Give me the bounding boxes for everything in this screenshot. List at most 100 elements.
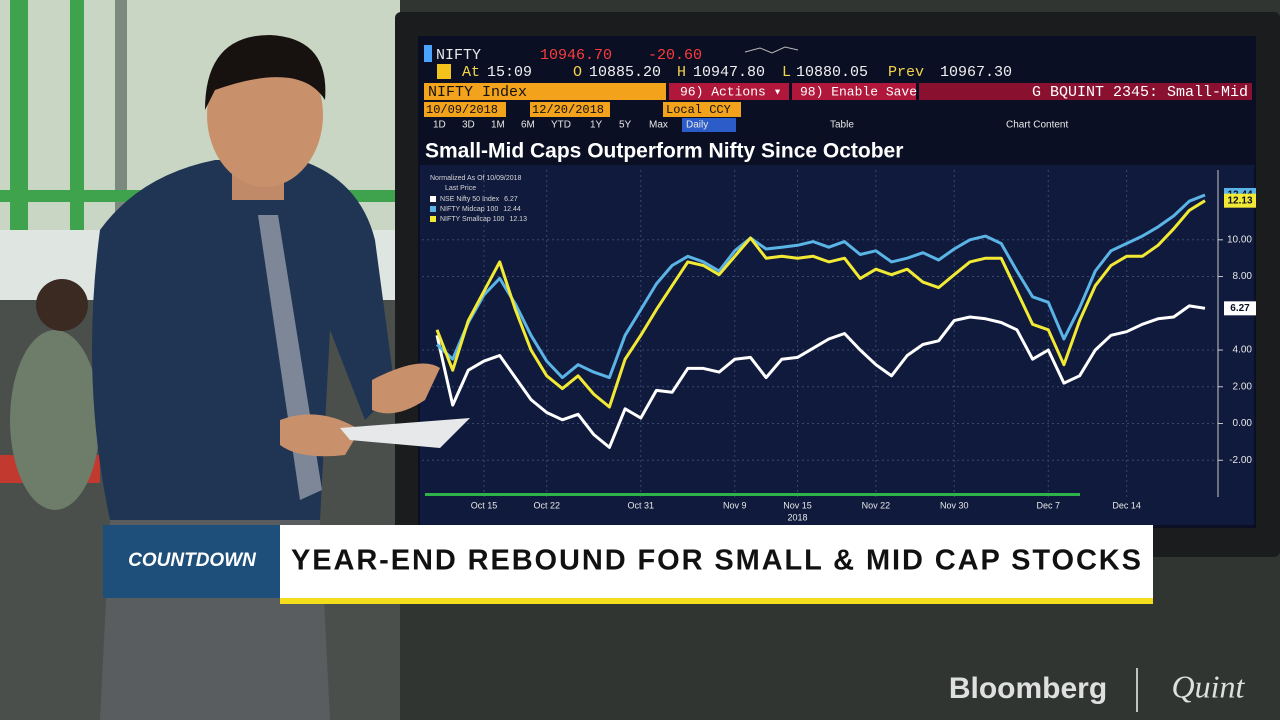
legend-swatch — [430, 196, 436, 202]
x-tick-label: Dec 14 — [1112, 500, 1141, 510]
window-frame — [10, 0, 28, 230]
network-logo: Bloomberg — [949, 672, 1107, 705]
last-price: 10946.70 — [540, 47, 612, 64]
legend-value: 6.27 — [504, 196, 518, 203]
time: 15:09 — [487, 64, 532, 81]
chart-content-button[interactable]: Chart Content — [1006, 120, 1068, 131]
chart-id: G BQUINT 2345: Small-Mid — [1032, 84, 1248, 101]
security[interactable]: NIFTY Index — [428, 84, 527, 101]
period-button[interactable]: 3D — [462, 120, 475, 131]
legend-swatch — [430, 206, 436, 212]
headline: YEAR-END REBOUND FOR SMALL & MID CAP STO… — [291, 545, 1141, 577]
value-tag-label: 12.13 — [1227, 195, 1252, 206]
y-tick-label: -2.00 — [1229, 455, 1252, 466]
frequency[interactable]: Daily — [686, 120, 708, 131]
save-button[interactable] — [792, 83, 916, 100]
cursor — [424, 45, 432, 62]
segment: COUNTDOWN — [128, 550, 257, 571]
series-line — [435, 199, 1206, 409]
security-field[interactable] — [424, 83, 666, 100]
value-tag — [1224, 193, 1256, 208]
headline-box — [280, 525, 1153, 598]
y-tick-label: 8.00 — [1233, 271, 1253, 282]
start-date-field[interactable] — [424, 102, 506, 117]
terminal-header: NIFTY 10946.70 -20.60 At 15:09 O 10885.2… — [424, 45, 1252, 132]
end-date[interactable]: 12/20/2018 — [532, 103, 604, 117]
price-change: -20.60 — [648, 47, 702, 64]
open: 10885.20 — [589, 64, 661, 81]
x-tick-label: Oct 22 — [533, 500, 560, 510]
headline-underline — [280, 598, 1153, 604]
x-year-label: 2018 — [787, 512, 807, 522]
x-tick-label: Nov 22 — [862, 500, 891, 510]
legend-label: NIFTY Midcap 100 — [440, 206, 498, 213]
legend-title: Normalized As Of 10/09/2018 — [430, 175, 522, 182]
scrollbar — [425, 493, 1080, 496]
background-person — [10, 330, 100, 510]
chart-id-bar — [919, 83, 1252, 100]
legend-subtitle: Last Price — [445, 185, 476, 192]
currency[interactable]: Local CCY — [666, 103, 731, 117]
partner-logo: Quint — [1172, 668, 1246, 704]
high-label: H — [677, 64, 686, 81]
prev-label: Prev — [888, 64, 924, 81]
logo-divider — [1136, 668, 1138, 712]
hand — [280, 414, 360, 457]
legend-label: NSE Nifty 50 Index — [440, 196, 500, 203]
period-button[interactable]: Max — [649, 120, 668, 131]
hand — [372, 363, 440, 414]
period-button[interactable]: 1Y — [590, 120, 603, 131]
legend-label: NIFTY Smallcap 100 — [440, 216, 505, 223]
hair — [205, 35, 326, 110]
chart: -2.00 0.00 2.00 4.00 8.00 10.00 Oct 15 Oct 22 Oc… — [422, 170, 1256, 522]
prev: 10967.30 — [940, 64, 1012, 81]
papers — [340, 418, 470, 448]
actions[interactable]: 96) Actions ▾ — [680, 84, 781, 99]
enable-save[interactable]: 98) Enable Save — [800, 84, 917, 99]
chart-title: Small-Mid Caps Outperform Nifty Since Oc… — [425, 140, 903, 163]
y-tick-label: 2.00 — [1233, 381, 1253, 392]
end-date-field[interactable] — [530, 102, 610, 117]
period-button[interactable]: 5Y — [619, 120, 632, 131]
low-label: L — [782, 64, 791, 81]
x-tick-label: Nov 15 — [783, 500, 812, 510]
sparkline — [744, 46, 799, 54]
currency-field[interactable] — [663, 102, 741, 117]
legend-swatch — [430, 216, 436, 222]
start-date[interactable]: 10/09/2018 — [426, 103, 498, 117]
series-line — [435, 193, 1206, 380]
low: 10880.05 — [796, 64, 868, 81]
table-button[interactable]: Table — [830, 120, 854, 131]
window-frame — [70, 0, 84, 230]
frequency-button[interactable] — [682, 118, 736, 132]
x-tick-label: Oct 31 — [627, 500, 654, 510]
high: 10947.80 — [693, 64, 765, 81]
y-tick-label: 10.00 — [1227, 234, 1252, 245]
period-button[interactable]: 6M — [521, 120, 535, 131]
ticker: NIFTY — [436, 47, 481, 64]
window-frame — [115, 0, 127, 230]
open-label: O — [573, 64, 582, 81]
x-tick-label: Nov 9 — [723, 500, 747, 510]
period-buttons: 1D 3D 1M 6M YTD 1Y 5Y Max — [433, 120, 668, 131]
background-person — [36, 279, 88, 331]
value-tag-label: 6.27 — [1230, 303, 1250, 314]
x-tick-label: Oct 15 — [471, 500, 498, 510]
period-button[interactable]: YTD — [551, 120, 571, 131]
series-line — [435, 304, 1206, 449]
lock-icon — [437, 64, 451, 79]
x-tick-label: Dec 7 — [1037, 500, 1061, 510]
period-button[interactable]: 1D — [433, 120, 446, 131]
x-tick-label: Nov 30 — [940, 500, 969, 510]
at-label: At — [462, 64, 480, 81]
y-tick-label: 0.00 — [1233, 418, 1253, 429]
period-button[interactable]: 1M — [491, 120, 505, 131]
segment-box — [103, 525, 280, 598]
plot-background — [420, 165, 1254, 525]
actions-button[interactable] — [669, 83, 789, 100]
y-tick-label: 4.00 — [1233, 345, 1253, 356]
legend-value: 12.13 — [509, 216, 527, 223]
legend-value: 12.44 — [503, 206, 521, 213]
value-tag — [1224, 301, 1256, 316]
